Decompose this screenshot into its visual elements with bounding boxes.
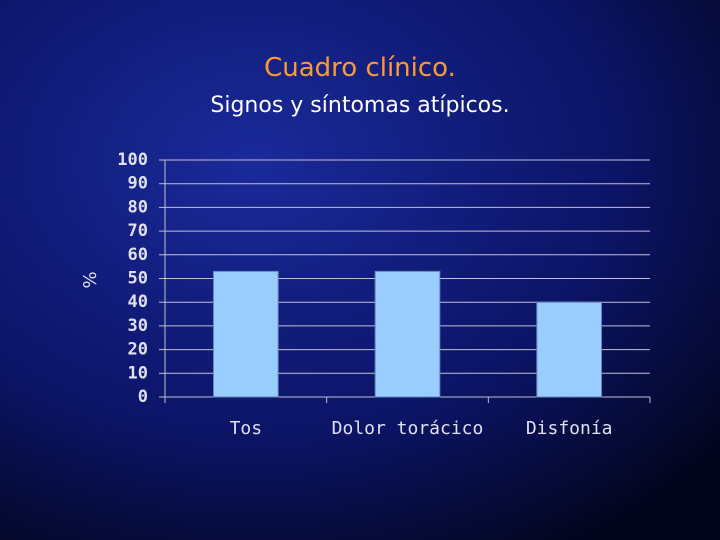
- y-tick-label: 60: [128, 245, 148, 265]
- y-tick-label: 70: [128, 221, 148, 241]
- bar: [536, 301, 602, 398]
- y-tick-label: 80: [128, 197, 148, 217]
- x-tick-label: Disfonía: [526, 418, 613, 439]
- y-tick-label: 0: [138, 387, 148, 407]
- y-tick-label: 30: [128, 316, 148, 336]
- y-tick-label: 90: [128, 174, 148, 194]
- y-tick-label: 100: [117, 150, 148, 170]
- chart-subtitle: Signos y síntomas atípicos.: [210, 93, 509, 118]
- y-tick-label: 50: [128, 269, 148, 289]
- y-tick-label: 10: [128, 363, 148, 383]
- chart-title: Cuadro clínico.: [264, 53, 456, 83]
- bar: [213, 270, 279, 398]
- y-tick-label: 40: [128, 292, 148, 312]
- y-axis-label: %: [80, 271, 101, 288]
- x-tick-label: Dolor torácico: [332, 418, 484, 439]
- y-tick-label: 20: [128, 340, 148, 360]
- bar: [374, 270, 441, 398]
- x-tick-label: Tos: [230, 418, 263, 439]
